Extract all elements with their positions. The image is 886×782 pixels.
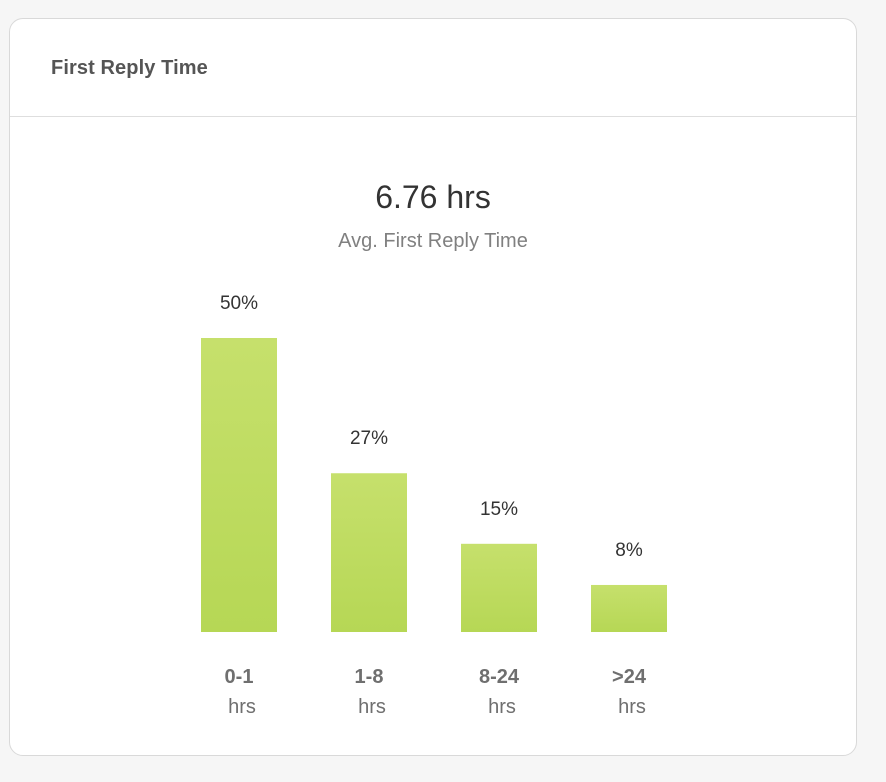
first-reply-bar-chart: 50% 0-1 hrs 27% 1-8 hrs 15% 8-24 hrs 8% >24 hrs — [201, 293, 667, 718]
avg-first-reply-label: Avg. First Reply Time — [338, 230, 528, 252]
category-label: >24 — [612, 666, 647, 688]
card-header: First Reply Time — [10, 19, 856, 117]
category-unit-label: hrs — [488, 696, 516, 718]
avg-first-reply-value: 6.76 hrs — [375, 179, 491, 215]
category-unit-label: hrs — [358, 696, 386, 718]
category-unit-label: hrs — [618, 696, 646, 718]
category-unit-label: hrs — [228, 696, 256, 718]
bar-2 — [461, 543, 537, 632]
bar-value-label: 15% — [480, 499, 518, 520]
bar-value-label: 50% — [220, 293, 258, 314]
bar-3 — [591, 584, 667, 632]
category-label: 1-8 — [355, 666, 384, 688]
category-label: 0-1 — [225, 666, 254, 688]
bar-0 — [201, 338, 277, 632]
bar-value-label: 8% — [615, 540, 643, 561]
first-reply-time-card: First Reply Time 6.76 hrs Avg. First Rep… — [9, 18, 857, 756]
bar-value-label: 27% — [350, 428, 388, 449]
card-title: First Reply Time — [51, 57, 208, 79]
bar-1 — [331, 473, 407, 632]
category-label: 8-24 — [479, 666, 520, 688]
